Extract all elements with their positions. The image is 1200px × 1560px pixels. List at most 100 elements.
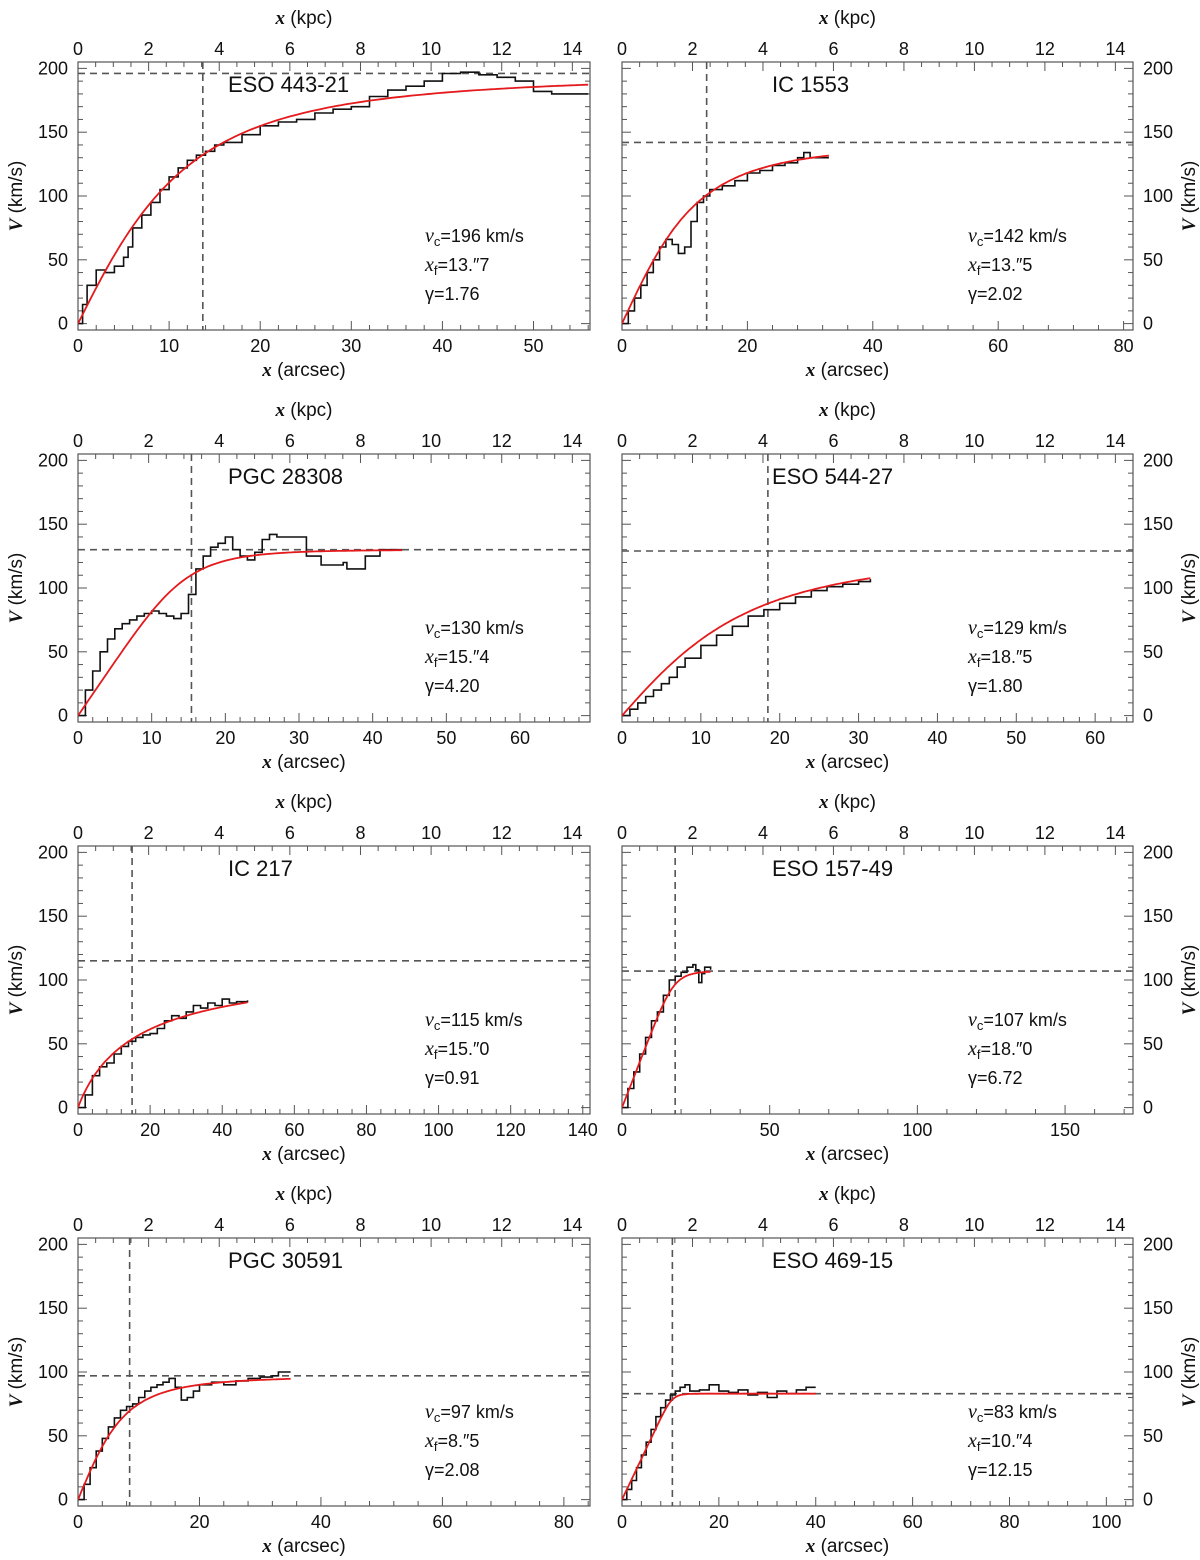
x-axis-title: x (arcsec): [261, 360, 345, 381]
x2-tick-label: 8: [355, 1215, 365, 1235]
x-tick-label: 80: [1114, 336, 1134, 356]
x2-tick-label: 14: [562, 431, 582, 451]
gamma-annotation: γ=1.80: [968, 676, 1023, 696]
y-tick-label: 100: [1143, 970, 1173, 990]
x-tick-label: 50: [760, 1120, 780, 1140]
gamma-annotation: γ=6.72: [968, 1068, 1023, 1088]
model-fit-curve: [78, 1001, 248, 1108]
x-tick-label: 60: [988, 336, 1008, 356]
y-tick-label: 0: [58, 1098, 68, 1118]
y-tick-label: 0: [58, 314, 68, 334]
x2-tick-label: 14: [1105, 39, 1125, 59]
y-tick-label: 50: [48, 642, 68, 662]
x-tick-label: 40: [311, 1512, 331, 1532]
y-tick-label: 100: [1143, 578, 1173, 598]
panel-eso-544-27: 0 10 20 30 40 50 60 0 2 4 6 8 10 12 14 0 50 100 150 200 x (k…: [617, 400, 1200, 773]
x-tick-label: 20: [250, 336, 270, 356]
vc-annotation: vc=196 km/s: [425, 225, 524, 249]
model-fit-curve: [78, 83, 589, 325]
observed-curve: [622, 151, 829, 325]
x-tick-label: 0: [73, 1120, 83, 1140]
vc-annotation: vc=83 km/s: [968, 1401, 1057, 1425]
x2-tick-label: 4: [758, 1215, 768, 1235]
y-tick-label: 200: [38, 1234, 68, 1254]
y-tick-label: 100: [38, 970, 68, 990]
x2-tick-label: 14: [1105, 1215, 1125, 1235]
x2-tick-label: 2: [144, 1215, 154, 1235]
x2-tick-label: 2: [687, 431, 697, 451]
x-tick-label: 0: [617, 1120, 627, 1140]
x2-tick-label: 14: [1105, 823, 1125, 843]
y-tick-label: 0: [1143, 1490, 1153, 1510]
y-axis-title: V (km/s): [1179, 1337, 1200, 1408]
galaxy-name: IC 1553: [772, 72, 849, 97]
x2-tick-label: 6: [828, 1215, 838, 1235]
x2-tick-label: 0: [73, 431, 83, 451]
y-axis-title: V (km/s): [1179, 161, 1200, 232]
model-fit-curve: [622, 577, 871, 717]
x2-tick-label: 10: [964, 431, 984, 451]
model-fit-curve: [622, 970, 711, 1108]
x2-tick-label: 10: [421, 1215, 441, 1235]
x2-tick-label: 8: [355, 39, 365, 59]
x-tick-label: 30: [341, 336, 361, 356]
x-axis-title: x (arcsec): [261, 1144, 345, 1165]
x-tick-label: 40: [432, 336, 452, 356]
x-tick-label: 0: [73, 1512, 83, 1532]
y-tick-label: 200: [38, 58, 68, 78]
plot-frame: [621, 453, 1134, 723]
y-axis-title: V (km/s): [1179, 945, 1200, 1016]
x-tick-label: 0: [617, 336, 627, 356]
observed-curve: [78, 1371, 291, 1501]
x2-tick-label: 4: [214, 431, 224, 451]
panel-eso-443-21: 0 10 20 30 40 50 0 2 4 6 8 10 12 14 0 50 100 150 200 x (kpc…: [6, 8, 591, 381]
x-tick-label: 20: [709, 1512, 729, 1532]
x2-tick-label: 12: [492, 1215, 512, 1235]
x-tick-label: 100: [1091, 1512, 1121, 1532]
x-axis-title: x (arcsec): [805, 1536, 889, 1557]
xf-annotation: xf=13.″5: [967, 254, 1032, 278]
y-tick-label: 100: [1143, 186, 1173, 206]
x-axis-title: x (arcsec): [805, 360, 889, 381]
x2-tick-label: 10: [421, 431, 441, 451]
x-tick-label: 20: [140, 1120, 160, 1140]
plot-frame: [77, 1237, 591, 1507]
x2-tick-label: 6: [285, 431, 295, 451]
galaxy-name: ESO 544-27: [772, 464, 893, 489]
x2-tick-label: 10: [421, 39, 441, 59]
y-tick-label: 150: [1143, 1298, 1173, 1318]
x2-tick-label: 12: [1035, 823, 1055, 843]
x2-tick-label: 2: [144, 39, 154, 59]
x-tick-label: 80: [999, 1512, 1019, 1532]
x2-axis-title: x (kpc): [818, 792, 876, 813]
x-tick-label: 80: [554, 1512, 574, 1532]
xf-annotation: xf=18.″0: [967, 1038, 1032, 1062]
x2-tick-label: 10: [964, 1215, 984, 1235]
x2-tick-label: 12: [1035, 431, 1055, 451]
x-tick-label: 140: [568, 1120, 598, 1140]
panel-pgc-30591: 0 20 40 60 80 0 2 4 6 8 10 12 14 0 50 100 150 200 x (kpc) x…: [6, 1184, 591, 1557]
xf-annotation: xf=15.″0: [424, 1038, 489, 1062]
x2-tick-label: 8: [355, 823, 365, 843]
observed-curve: [622, 963, 712, 1109]
x-axis-title: x (arcsec): [261, 1536, 345, 1557]
y-tick-label: 50: [1143, 642, 1163, 662]
x-tick-label: 60: [510, 728, 530, 748]
x2-tick-label: 0: [73, 1215, 83, 1235]
observed-curve: [622, 579, 872, 717]
model-fit-curve: [622, 1392, 816, 1500]
x2-tick-label: 10: [421, 823, 441, 843]
observed-curve: [622, 1384, 816, 1501]
x2-tick-label: 0: [73, 823, 83, 843]
x2-tick-label: 6: [285, 823, 295, 843]
y-tick-label: 100: [38, 1362, 68, 1382]
x2-tick-label: 12: [492, 823, 512, 843]
y-tick-label: 150: [1143, 514, 1173, 534]
x2-tick-label: 2: [687, 39, 697, 59]
vc-annotation: vc=115 km/s: [425, 1009, 523, 1033]
plot-frame: [621, 1237, 1134, 1507]
x-tick-label: 30: [849, 728, 869, 748]
x2-tick-label: 14: [562, 39, 582, 59]
